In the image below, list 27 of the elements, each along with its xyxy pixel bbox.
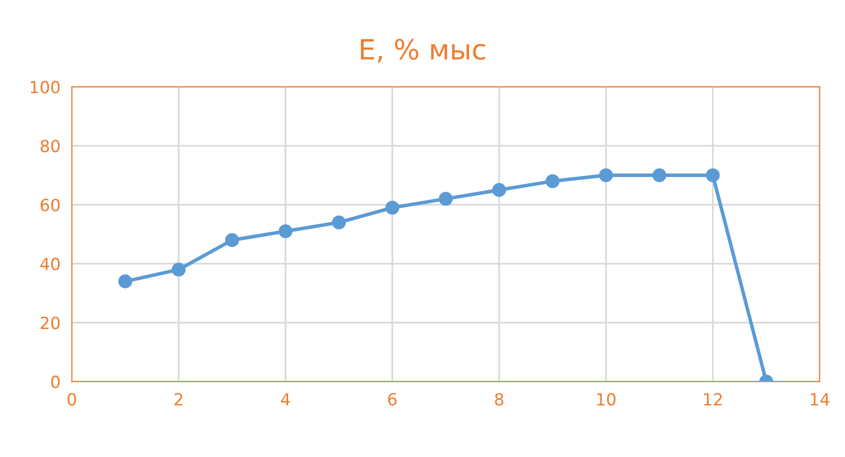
point — [278, 224, 292, 238]
y-tick-label: 60 — [40, 198, 60, 212]
x-tick-label: 8 — [494, 393, 504, 406]
x-tick-label: 12 — [704, 393, 722, 406]
point — [492, 183, 506, 197]
y-tick-label: 20 — [40, 316, 60, 330]
point — [172, 262, 186, 277]
point — [332, 215, 346, 230]
point — [546, 174, 560, 188]
x-tick-label: 0 — [68, 393, 76, 406]
y-tick-label: 100 — [30, 80, 60, 94]
x-tick-label: 10 — [597, 393, 616, 406]
x-tick-label: 2 — [174, 393, 182, 406]
point — [385, 200, 400, 215]
x-tick-label: 6 — [388, 393, 397, 406]
y-tick-label: 0 — [51, 376, 60, 388]
point — [706, 168, 720, 182]
point — [118, 274, 132, 288]
x-tick-label: 4 — [281, 393, 290, 406]
y-tick-label: 80 — [40, 140, 60, 152]
y-tick-label: 40 — [40, 258, 60, 270]
point — [225, 233, 240, 248]
x-tick-label: 14 — [810, 393, 830, 406]
point — [652, 168, 666, 182]
point — [599, 168, 613, 182]
chart-title: E, % мыс — [360, 38, 486, 63]
point — [438, 192, 453, 206]
